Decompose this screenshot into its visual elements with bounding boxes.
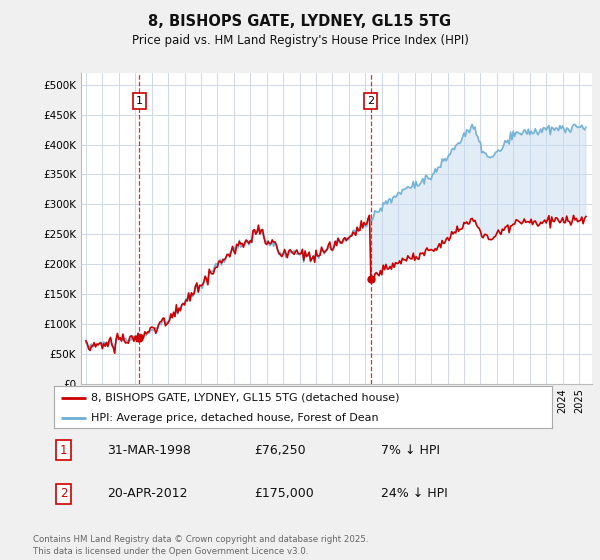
Text: 2: 2 <box>60 487 67 500</box>
Text: HPI: Average price, detached house, Forest of Dean: HPI: Average price, detached house, Fore… <box>91 413 379 423</box>
Text: 8, BISHOPS GATE, LYDNEY, GL15 5TG (detached house): 8, BISHOPS GATE, LYDNEY, GL15 5TG (detac… <box>91 393 400 403</box>
Text: 20-APR-2012: 20-APR-2012 <box>107 487 187 500</box>
Text: 24% ↓ HPI: 24% ↓ HPI <box>382 487 448 500</box>
Text: Price paid vs. HM Land Registry's House Price Index (HPI): Price paid vs. HM Land Registry's House … <box>131 34 469 46</box>
Text: 2: 2 <box>367 96 374 106</box>
Text: 7% ↓ HPI: 7% ↓ HPI <box>382 444 440 457</box>
Text: 1: 1 <box>136 96 143 106</box>
Text: £76,250: £76,250 <box>254 444 306 457</box>
Text: Contains HM Land Registry data © Crown copyright and database right 2025.
This d: Contains HM Land Registry data © Crown c… <box>33 535 368 556</box>
Text: £175,000: £175,000 <box>254 487 314 500</box>
Text: 1: 1 <box>60 444 67 457</box>
Text: 31-MAR-1998: 31-MAR-1998 <box>107 444 191 457</box>
Text: 8, BISHOPS GATE, LYDNEY, GL15 5TG: 8, BISHOPS GATE, LYDNEY, GL15 5TG <box>148 14 452 29</box>
